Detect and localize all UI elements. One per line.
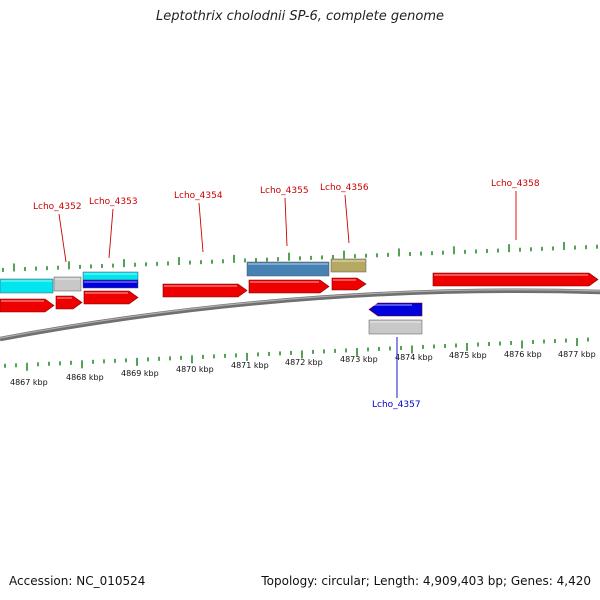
gene-label: Lcho_4357 (372, 400, 421, 410)
gene-label-leader (58, 213, 67, 263)
forward-cds-arrow (331, 277, 367, 291)
scale-label: 4874 kbp (395, 353, 433, 362)
label-layer: 4867 kbp 4868 kbp 4869 kbp 4870 kbp 4871 kbp… (10, 179, 596, 410)
gene-label: Lcho_4355 (260, 186, 309, 196)
scale-label: 4871 kbp (231, 361, 269, 370)
reverse-cds-arrow (368, 302, 423, 317)
feature-cyan (0, 278, 54, 294)
scale-label: 4870 kbp (176, 365, 214, 374)
feature-khaki (330, 258, 367, 273)
scale-label: 4868 kbp (66, 373, 104, 382)
scale-label: 4875 kbp (449, 351, 487, 360)
scale-label: 4877 kbp (558, 350, 596, 359)
feature-gray (53, 276, 82, 292)
gene-label-leader (198, 202, 204, 253)
feature-gray (368, 319, 423, 335)
gene-label-leader (108, 208, 114, 259)
feature-track (0, 258, 599, 335)
gene-label: Lcho_4358 (491, 179, 540, 189)
genome-backbone-highlight (0, 289, 600, 339)
forward-cds-arrow (248, 279, 330, 294)
forward-cds-arrow (162, 283, 248, 298)
gene-label: Lcho_4354 (174, 191, 223, 201)
forward-cds-arrow (432, 272, 599, 287)
scale-label: 4869 kbp (121, 369, 159, 378)
gene-label: Lcho_4353 (89, 197, 138, 207)
scale-label: 4873 kbp (340, 355, 378, 364)
gene-label-leader (284, 197, 288, 247)
inner-tick-row (4, 337, 589, 371)
forward-cds-arrow (0, 298, 55, 313)
feature-steelblue (246, 261, 330, 277)
scale-label: 4872 kbp (285, 358, 323, 367)
scale-label: 4876 kbp (504, 350, 542, 359)
gene-label: Lcho_4352 (33, 202, 82, 212)
feature-cyan (82, 271, 139, 281)
forward-cds-arrow (83, 290, 139, 305)
genome-summary-text: Topology: circular; Length: 4,909,403 bp… (261, 574, 591, 588)
genome-backbone (0, 288, 600, 342)
map-title: Leptothrix cholodnii SP-6, complete geno… (156, 9, 444, 24)
gene-label-leader (344, 194, 350, 244)
outer-tick-row (2, 242, 598, 272)
scale-label: 4867 kbp (10, 378, 48, 387)
feature-blue (82, 279, 139, 289)
accession-text: Accession: NC_010524 (9, 574, 146, 588)
forward-cds-arrow (55, 295, 83, 310)
gene-label: Lcho_4356 (320, 183, 369, 193)
